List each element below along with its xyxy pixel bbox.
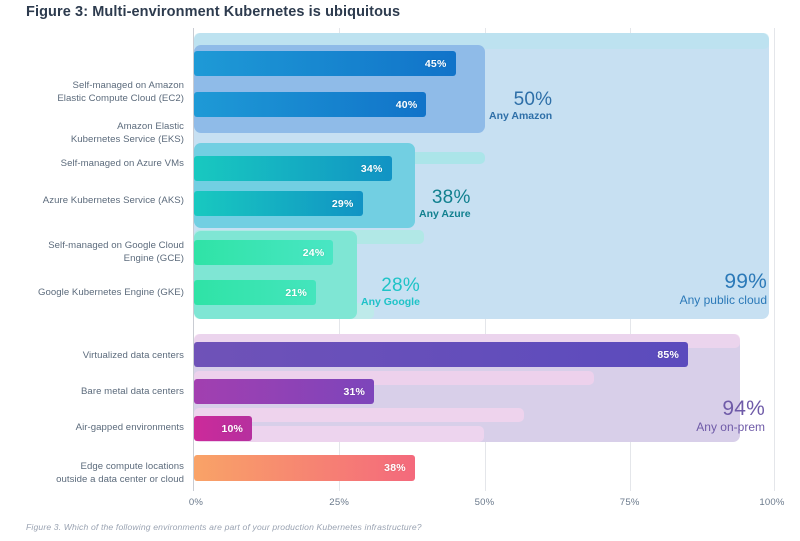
chart-plot-area: 50% Any Amazon 38% Any Azure 28% Any Goo…: [193, 28, 775, 491]
callout-sublabel: Any Azure: [419, 207, 471, 220]
category-label: Air-gapped environments: [8, 422, 184, 435]
x-tick-75: 75%: [619, 497, 640, 508]
bar-value-label: 38%: [384, 462, 406, 474]
bar-value-label: 10%: [221, 422, 244, 435]
callout-value: 28%: [381, 275, 420, 296]
figure-caption: Figure 3. Which of the following environ…: [26, 522, 422, 532]
row-stripe: [194, 408, 524, 422]
callout-any-amazon: 50% Any Amazon: [489, 90, 552, 122]
bar-eks[interactable]: 40%: [194, 92, 427, 117]
gridline-100: [774, 28, 775, 491]
bar-virtualized-data-centers[interactable]: 85%: [194, 342, 688, 367]
bar-edge-compute-locations[interactable]: 38%: [194, 455, 415, 481]
category-axis-labels: Self-managed on Amazon Elastic Compute C…: [8, 28, 184, 491]
callout-any-google: 28% Any Google: [361, 276, 420, 308]
category-label: Virtualized data centers: [8, 350, 184, 363]
y-axis-line: [193, 28, 195, 491]
category-label-line2: Kubernetes Service (EKS): [70, 133, 184, 145]
callout-sublabel: Any on-prem: [696, 419, 765, 434]
bar-gce[interactable]: 24%: [194, 240, 334, 265]
category-label: Self-managed on Amazon Elastic Compute C…: [8, 80, 184, 105]
bar-air-gapped-environments[interactable]: 10%: [194, 416, 253, 441]
category-label-line1: Self-managed on Amazon: [72, 80, 184, 91]
x-axis-tick-labels: 0% 25% 50% 75% 100%: [189, 497, 785, 513]
callout-value: 50%: [513, 89, 553, 110]
category-label: Self-managed on Google Cloud Engine (GCE…: [8, 240, 184, 265]
bar-azure-vms[interactable]: 34%: [194, 156, 392, 181]
x-tick-0: 0%: [188, 497, 204, 508]
category-label-line1: Azure Kubernetes Service (AKS): [42, 195, 184, 206]
page-title: Figure 3: Multi-environment Kubernetes i…: [26, 4, 401, 20]
category-label-line1: Self-managed on Azure VMs: [60, 158, 184, 169]
bar-value-label: 29%: [331, 197, 354, 210]
callout-value: 99%: [724, 270, 767, 293]
category-label-line1: Air-gapped environments: [75, 422, 184, 433]
bar-ec2[interactable]: 45%: [194, 51, 456, 76]
x-tick-25: 25%: [329, 497, 350, 508]
category-label: Amazon Elastic Kubernetes Service (EKS): [8, 121, 184, 146]
category-label-line2: outside a data center or cloud: [56, 473, 184, 485]
category-label-line1: Virtualized data centers: [82, 350, 184, 361]
category-label-line1: Bare metal data centers: [80, 386, 184, 397]
x-tick-100: 100%: [759, 497, 785, 508]
callout-value: 94%: [722, 397, 765, 420]
callout-any-azure: 38% Any Azure: [419, 188, 471, 220]
category-label-line2: Engine (GCE): [123, 252, 184, 264]
category-label: Bare metal data centers: [8, 386, 184, 399]
category-label-line1: Google Kubernetes Engine (GKE): [37, 287, 184, 298]
bar-bare-metal-data-centers[interactable]: 31%: [194, 379, 375, 404]
bar-value-label: 24%: [302, 246, 325, 259]
category-label: Edge compute locations outside a data ce…: [8, 461, 184, 486]
category-label-line1: Edge compute locations: [80, 461, 184, 472]
category-label: Google Kubernetes Engine (GKE): [8, 287, 184, 300]
bar-value-label: 34%: [360, 162, 383, 175]
bar-value-label: 40%: [395, 98, 418, 111]
bar-value-label: 85%: [657, 348, 679, 361]
callout-sublabel: Any public cloud: [679, 292, 767, 307]
bar-value-label: 45%: [424, 57, 447, 70]
callout-value: 38%: [431, 187, 471, 208]
category-label-line1: Amazon Elastic: [117, 121, 184, 132]
callout-sublabel: Any Google: [361, 295, 420, 308]
bar-value-label: 31%: [343, 385, 366, 398]
callout-any-public-cloud: 99% Any public cloud: [679, 270, 767, 307]
bar-aks[interactable]: 29%: [194, 191, 363, 216]
bar-value-label: 21%: [285, 286, 307, 299]
category-label: Azure Kubernetes Service (AKS): [8, 195, 184, 208]
category-label-line1: Self-managed on Google Cloud: [48, 240, 184, 251]
category-label: Self-managed on Azure VMs: [8, 158, 184, 171]
callout-sublabel: Any Amazon: [489, 109, 553, 122]
x-tick-50: 50%: [474, 497, 495, 508]
category-label-line2: Elastic Compute Cloud (EC2): [57, 92, 184, 104]
bar-gke[interactable]: 21%: [194, 280, 316, 305]
callout-any-on-prem: 94% Any on-prem: [696, 397, 765, 434]
row-stripe: [194, 426, 484, 442]
